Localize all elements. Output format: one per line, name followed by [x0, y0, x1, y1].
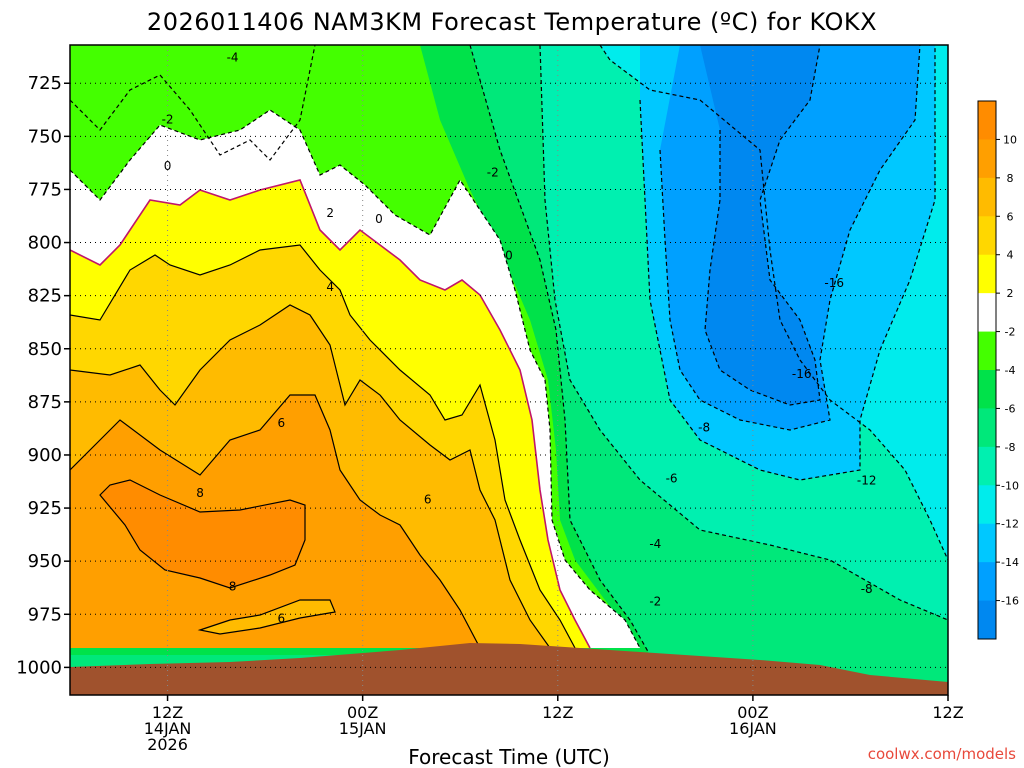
terrain [70, 643, 948, 695]
x-axis-label: Forecast Time (UTC) [408, 745, 610, 768]
contour-label: 4 [326, 280, 334, 294]
contour-label: -2 [649, 595, 661, 609]
chart-title: 2026011406 NAM3KM Forecast Temperature (… [147, 8, 877, 36]
y-tick-label: 800 [28, 233, 62, 254]
colorbar-label: 4 [1007, 249, 1014, 262]
x-tick-label: 15JAN [339, 719, 387, 738]
contour-8 [99, 479, 306, 589]
contour-labels: -4 -2 0 0 2 -2 0 4 6 8 6 8 6 -8 -6 -4 -2 -16 -16 -12 -12 -8 [162, 51, 974, 626]
colorbar-swatch [978, 101, 996, 140]
contour-label: -4 [649, 537, 661, 551]
colorbar-label: 10 [1003, 133, 1017, 146]
colorbar-swatch [978, 370, 996, 409]
y-tick-label: 750 [28, 126, 62, 147]
colorbar-swatch [978, 254, 996, 294]
contour-label: 0 [164, 159, 172, 173]
contour-label: -16 [824, 276, 844, 290]
contour-minus12 [639, 45, 936, 481]
contour-minus14 [659, 45, 921, 431]
contour-label: -2 [162, 112, 174, 126]
contour-label: 6 [278, 416, 286, 430]
contour-label: -8 [698, 420, 710, 434]
x-tick-label: 12Z [932, 703, 963, 722]
contour-label: -8 [861, 582, 873, 596]
contour-6 [70, 394, 481, 649]
colorbar-label: -12 [1001, 518, 1019, 531]
colorbar-swatch [978, 485, 996, 525]
colorbar-label: -4 [1005, 364, 1016, 377]
contour-minus2 [70, 109, 641, 649]
colorbar-swatch [978, 523, 996, 563]
colorbar-label: -2 [1005, 326, 1016, 339]
y-tick-label: 850 [28, 339, 62, 360]
contour-label: 2 [326, 206, 334, 220]
x-tick-label: 14JAN [144, 719, 192, 738]
contour-6-low [197, 599, 336, 635]
contour-2 [70, 244, 576, 649]
fill-band-minus18 [700, 45, 820, 405]
y-axis: 725 750 775 800 825 850 875 900 925 950 975 1000 [16, 73, 70, 678]
x-tick-label: 00Z [347, 703, 378, 722]
colorbar-swatch [978, 293, 996, 333]
colorbar-label: -10 [1001, 479, 1019, 492]
contour-minus6 [469, 45, 651, 656]
colorbar-label: -14 [1001, 556, 1019, 569]
plot-frame [69, 44, 949, 696]
x-tick-label: 12Z [152, 703, 183, 722]
colorbar-label: -8 [1005, 441, 1016, 454]
fill-band-8 [100, 480, 305, 588]
colorbar-swatch [978, 446, 996, 486]
contour-minus16 [704, 45, 821, 406]
contour-label: -12 [857, 473, 877, 487]
fill-band-6-low [200, 600, 335, 634]
colorbar-swatch [978, 216, 996, 256]
y-tick-label: 1000 [16, 657, 62, 678]
colorbar-label: 8 [1007, 172, 1014, 185]
contour-label: -2 [487, 165, 499, 179]
y-tick-label: 875 [28, 392, 62, 413]
contour-minus4 [70, 45, 316, 161]
contour-label: 8 [196, 486, 204, 500]
contour-label: 6 [278, 612, 286, 626]
colorbar: 10 8 6 4 2 -2 -4 -6 -8 -10 -12 -14 -16 [977, 100, 1019, 640]
colorbar-swatch [978, 177, 996, 217]
credit-link[interactable]: coolwx.com/models [868, 745, 1016, 763]
contour-label: -6 [666, 471, 678, 485]
x-tick-label: 12Z [542, 703, 573, 722]
colorbar-label: 2 [1007, 287, 1014, 300]
contour-label: -12 [954, 174, 974, 188]
contour-label: 0 [505, 248, 513, 262]
y-tick-label: 725 [28, 73, 62, 94]
contour-label: -4 [227, 51, 239, 65]
y-tick-label: 975 [28, 604, 62, 625]
colorbar-swatch [978, 139, 996, 179]
contour-0 [70, 179, 591, 649]
grid-lines [70, 45, 948, 695]
colorbar-label: 6 [1007, 210, 1014, 223]
contour-label: 8 [229, 580, 237, 594]
colorbar-label: -6 [1005, 402, 1016, 415]
y-tick-label: 900 [28, 445, 62, 466]
contour-label: 6 [424, 493, 432, 507]
plot-area: -4 -2 0 0 2 -2 0 4 6 8 6 8 6 -8 -6 -4 -2 -16 -16 -12 -12 -8 [70, 45, 974, 695]
contour-label: 0 [375, 212, 383, 226]
y-tick-label: 925 [28, 498, 62, 519]
colorbar-swatch [978, 331, 996, 371]
y-tick-label: 775 [28, 179, 62, 200]
colorbar-swatch [978, 562, 996, 602]
colorbar-label: -16 [1001, 595, 1019, 608]
y-tick-label: 950 [28, 551, 62, 572]
contour-label: -16 [792, 367, 812, 381]
colorbar-swatch [978, 600, 996, 640]
x-tick-label: 00Z [737, 703, 768, 722]
y-tick-label: 825 [28, 286, 62, 307]
x-tick-label: 16JAN [729, 719, 777, 738]
colorbar-swatch [978, 408, 996, 448]
x-tick-label: 2026 [147, 735, 188, 754]
contour-4 [70, 304, 551, 649]
